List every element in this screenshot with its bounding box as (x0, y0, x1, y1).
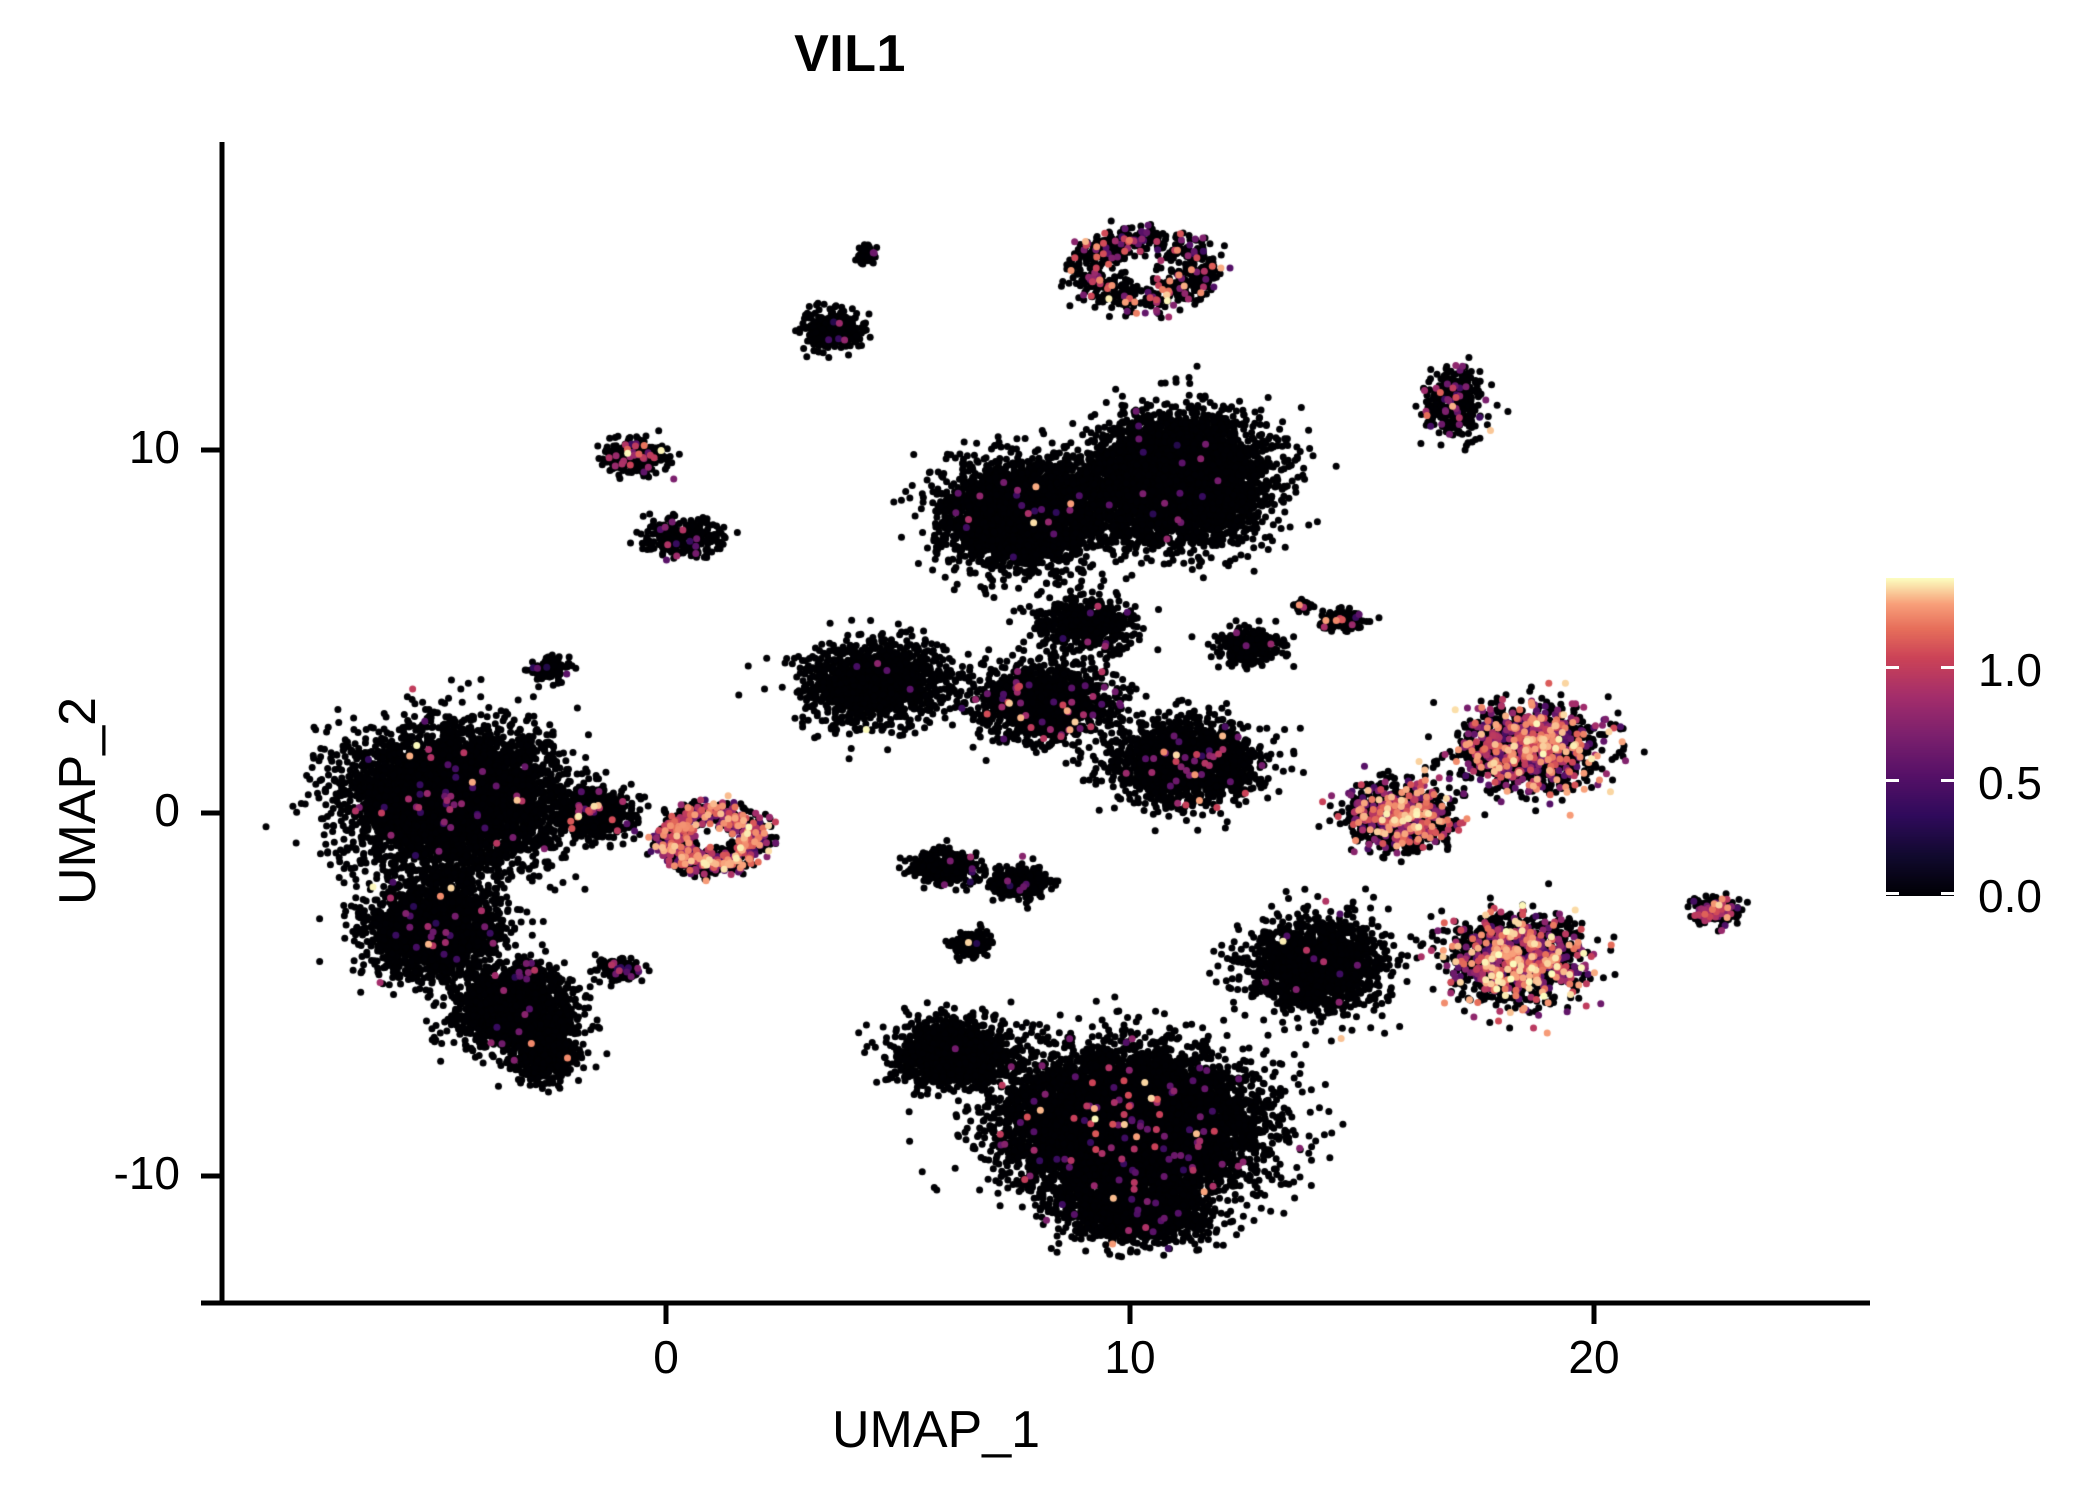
colorbar-tick-0.0-right (1941, 892, 1954, 895)
colorbar-tick-0.5-right (1941, 779, 1954, 782)
y-axis-title: UMAP_2 (49, 696, 107, 905)
x-tick-label-20: 20 (1568, 1331, 1620, 1383)
colorbar-canvas (1886, 578, 1954, 896)
y-tick-label-minus10: -10 (113, 1147, 180, 1199)
x-tick-label-0: 0 (653, 1331, 679, 1383)
x-tick-label-10: 10 (1104, 1331, 1156, 1383)
colorbar-label-0.0: 0.0 (1978, 870, 2042, 922)
colorbar-tick-0.0-left (1886, 892, 1899, 895)
colorbar-tick-0.5-left (1886, 779, 1899, 782)
colorbar-label-1.0: 1.0 (1978, 644, 2042, 696)
x-axis-title: UMAP_1 (831, 1401, 1041, 1459)
colorbar-tick-1.0-right (1941, 666, 1954, 669)
y-tick-label-0: 0 (154, 784, 180, 836)
colorbar-gradient-bar (1886, 578, 1954, 896)
colorbar-tick-1.0-left (1886, 666, 1899, 669)
y-tick-label-10: 10 (128, 421, 180, 473)
colorbar-label-0.5: 0.5 (1978, 757, 2042, 809)
